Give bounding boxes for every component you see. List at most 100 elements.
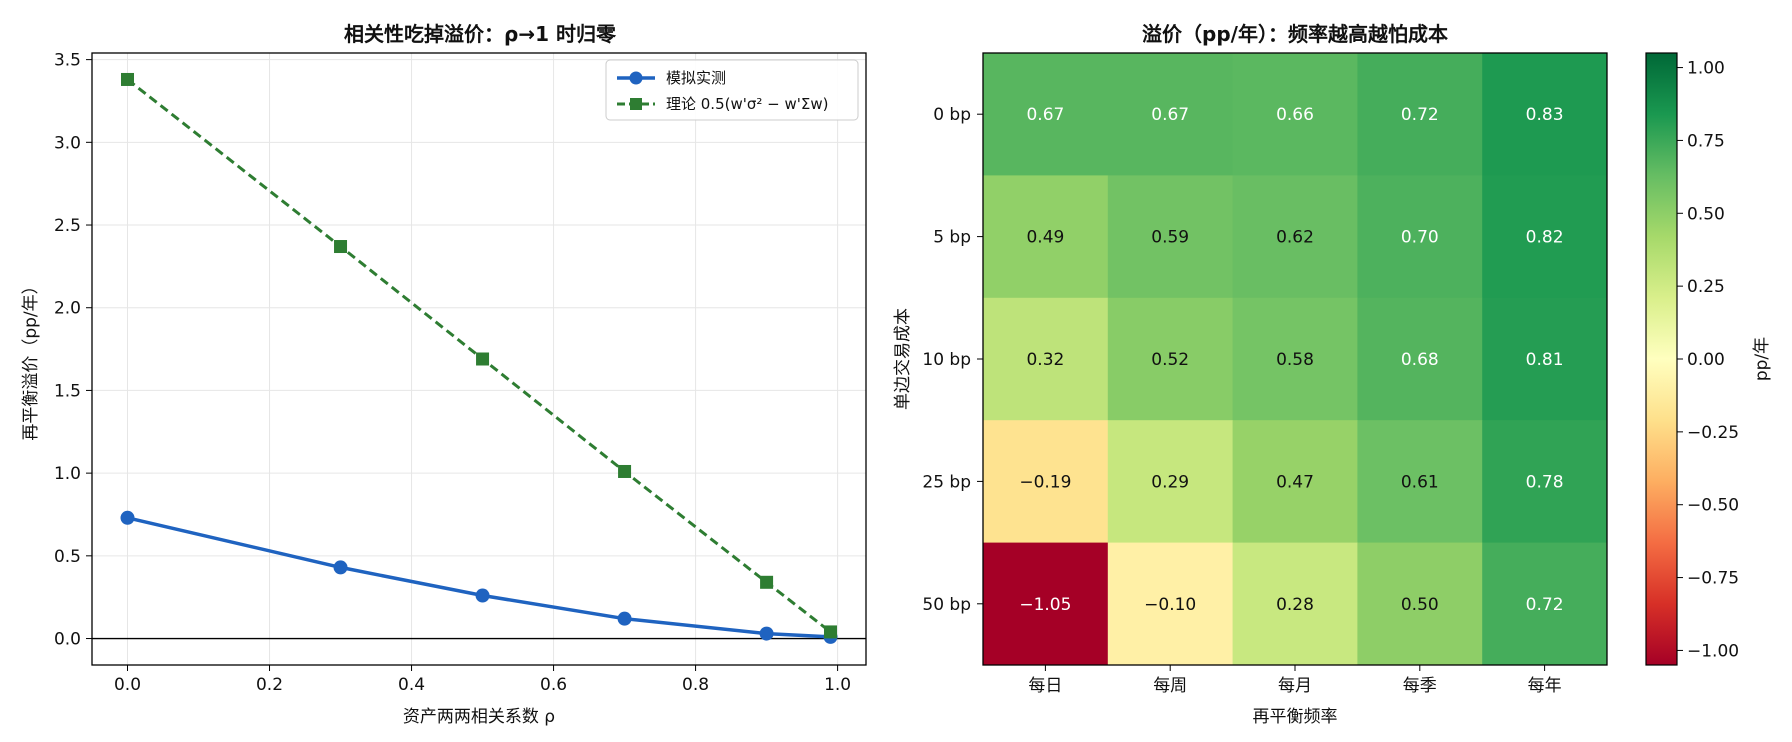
heatmap-cell [983,53,1109,176]
heatmap-cell-label: 0.66 [1276,105,1314,125]
heatmap-cell [983,420,1109,544]
series-1-point [618,464,632,478]
heatmap-cell [1482,297,1608,421]
legend-box [605,59,859,121]
heatmap-cell-label: 0.78 [1526,472,1564,492]
colorbar-tick-label: −0.50 [1687,496,1739,516]
line-chart-title: 相关性吃掉溢价：ρ→1 时归零 [344,22,617,46]
heatmap-cell [983,297,1109,421]
x-tick-label: 0.4 [398,675,425,695]
y-tick-label: 1.0 [54,464,81,484]
legend-label-simulated: 模拟实测 [666,69,726,87]
line-chart-y-axis-label: 再平衡溢价（pp/年） [21,277,41,440]
x-tick-label: 0.8 [682,675,709,695]
heatmap-cell-label: 0.58 [1276,350,1314,370]
x-tick-label: 0.2 [256,675,283,695]
heatmap-cell [1107,542,1234,666]
heatmap-cell-label: 0.47 [1276,472,1314,492]
heatmap-cell-label: 0.50 [1401,595,1439,615]
series-1-point [476,352,490,366]
series-0-point [120,510,135,525]
heatmap-y-axis-label: 单边交易成本 [893,308,913,410]
heatmap-cell [983,542,1109,666]
y-tick-label: 3.0 [54,133,81,153]
line-chart: 相关性吃掉溢价：ρ→1 时归零 0.0 0.2 0.4 0.6 0.8 1.0 0.0 0.5… [21,22,867,727]
line-chart-series [120,72,838,644]
series-1-point [760,575,774,589]
heatmap-x-tick-label: 每日 [1028,676,1062,696]
heatmap-cell-label: 0.59 [1151,228,1189,248]
y-tick-label: 2.5 [54,216,81,236]
legend-marker-simulated [629,71,643,85]
series-0-point [333,560,348,575]
colorbar-tick-label: −0.25 [1687,423,1739,443]
heatmap-cell [983,175,1109,299]
heatmap-cell [1482,53,1608,176]
heatmap-cell-label: 0.82 [1526,228,1564,248]
series-line-1 [126,78,832,634]
y-tick-label: 0.5 [54,547,81,567]
series-0-point [617,611,632,626]
heatmap-cell-label: 0.83 [1526,105,1564,125]
heatmap-y-tick-label: 10 bp [922,350,971,370]
series-0-point [475,588,490,603]
heatmap-y-tick-label: 50 bp [922,595,971,615]
colorbar-tick-label: 0.25 [1687,277,1725,297]
heatmap-chart: 溢价（pp/年）：频率越高越怕成本 0.67 0.67 0.66 0.72 0.830.… [893,22,1772,727]
heatmap-cell [1357,420,1483,544]
series-1-point [121,72,135,86]
colorbar-tick-label: 0.50 [1687,204,1725,224]
heatmap-cell [1232,297,1358,421]
heatmap-cell [1107,175,1234,299]
heatmap-cell-label: 0.32 [1026,350,1064,370]
heatmap-cell [1232,175,1358,299]
heatmap-cell-label: 0.70 [1401,228,1439,248]
heatmap-x-tick-label: 每月 [1278,676,1312,696]
line-chart-frame [91,52,867,666]
heatmap-x-axis-label: 再平衡频率 [1253,707,1338,727]
heatmap-cell [1357,175,1483,299]
series-line-0 [127,516,831,639]
heatmap-title: 溢价（pp/年）：频率越高越怕成本 [1142,22,1448,46]
colorbar-tick-label: 1.00 [1687,59,1725,79]
heatmap-cell-label: 0.49 [1026,228,1064,248]
heatmap-cell [1357,297,1483,421]
legend-label-theory: 理论 0.5(w'σ² − w'Σw) [666,95,828,113]
heatmap-cell-label: −0.10 [1144,595,1196,615]
heatmap-cell-label: 0.29 [1151,472,1189,492]
heatmap-cell [1107,420,1234,544]
heatmap-cell [1232,53,1358,176]
x-tick-label: 0.6 [540,675,567,695]
colorbar-gradient [1645,52,1678,666]
series-1-point [334,240,348,254]
heatmap-y-tick-label: 5 bp [933,228,971,248]
heatmap-cell [1482,420,1608,544]
heatmap-y-tick-label: 0 bp [933,105,971,125]
heatmap-cell-label: 0.52 [1151,350,1189,370]
heatmap-ticks: 每日 每周 每月 每季 每年 0 bp 5 bp 10 bp 25 bp 50 bp [922,105,1561,696]
colorbar-tick-label: −1.00 [1687,641,1739,661]
colorbar: 1.00 0.75 0.50 0.25 0.00 −0.25 −0.50 −0.75 −1.00… [1645,52,1772,666]
heatmap-cell-label: 0.81 [1526,350,1564,370]
heatmap-x-tick-label: 每季 [1403,676,1437,696]
heatmap-cell [1357,542,1483,666]
heatmap-cell [1357,53,1483,176]
series-0-point [759,626,774,641]
heatmap-x-tick-label: 每周 [1153,676,1187,696]
heatmap-cell [1482,175,1608,299]
line-chart-ticks: 0.0 0.2 0.4 0.6 0.8 1.0 0.0 0.5 1.0 1.5 2.0 2.5 3.0 3… [54,51,851,695]
series-1-point [823,625,837,639]
heatmap-cell-label: 0.72 [1401,105,1439,125]
y-tick-label: 3.5 [54,51,81,71]
heatmap-cell-label: 0.28 [1276,595,1314,615]
heatmap-cell [1107,297,1234,421]
colorbar-tick-label: 0.00 [1687,350,1725,370]
legend-marker-theory [630,98,642,110]
colorbar-tick-label: 0.75 [1687,131,1725,151]
line-chart-x-axis-label: 资产两两相关系数 ρ [403,707,555,727]
y-tick-label: 0.0 [54,630,81,650]
colorbar-label: pp/年 [1752,337,1772,381]
heatmap-cell [1232,542,1358,666]
x-tick-label: 1.0 [824,675,851,695]
heatmap-cell-label: 0.62 [1276,228,1314,248]
